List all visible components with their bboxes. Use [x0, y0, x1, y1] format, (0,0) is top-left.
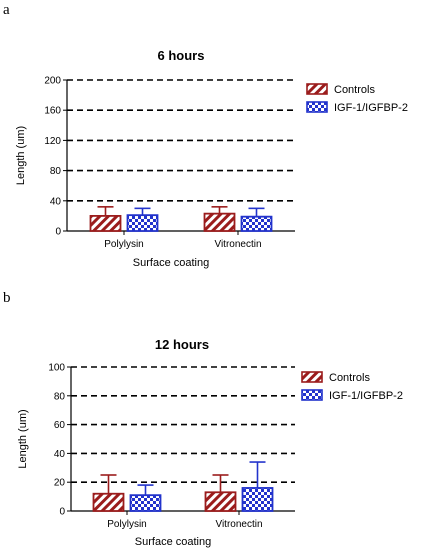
y-tick-label-120: 120 — [44, 136, 61, 147]
legend-label-controls: Controls — [329, 372, 370, 384]
x-axis-label: Surface coating — [135, 536, 211, 548]
bar-igf-1-igfbp-2-vitronectin — [241, 487, 274, 512]
legend-label-igf-1-igfbp-2: IGF-1/IGFBP-2 — [329, 390, 403, 402]
y-tick-label-60: 60 — [54, 420, 66, 431]
bar-controls-polylysin — [89, 214, 122, 232]
legend-swatch-controls — [301, 371, 323, 383]
panel-letter-a: a — [3, 2, 10, 18]
legend: Controls IGF-1/IGFBP-2 — [306, 83, 408, 114]
y-tick-label-40: 40 — [54, 449, 66, 460]
y-tick-label-100: 100 — [48, 363, 65, 374]
bar-controls-vitronectin — [203, 212, 236, 232]
y-tick-label-0: 0 — [59, 507, 65, 518]
x-tick-label-polylysin: Polylysin — [104, 239, 143, 250]
x-tick-label-vitronectin: Vitronectin — [215, 519, 262, 530]
x-tick-label-vitronectin: Vitronectin — [214, 239, 261, 250]
y-axis-label: Length (um) — [15, 126, 27, 185]
y-tick-label-20: 20 — [54, 478, 66, 489]
legend-label-controls: Controls — [334, 84, 375, 96]
legend-swatch-controls — [306, 83, 328, 95]
y-tick-label-200: 200 — [44, 76, 61, 87]
chart-title: 12 hours — [155, 337, 209, 352]
panel-letter-b: b — [3, 290, 11, 306]
legend-swatch-igf-1-igfbp-2 — [301, 389, 323, 401]
chart-title: 6 hours — [158, 48, 205, 63]
legend: Controls IGF-1/IGFBP-2 — [301, 371, 403, 402]
y-tick-label-160: 160 — [44, 106, 61, 117]
y-tick-label-0: 0 — [55, 227, 61, 238]
y-tick-label-40: 40 — [50, 196, 62, 207]
bar-controls-polylysin — [92, 492, 125, 512]
y-tick-label-80: 80 — [54, 391, 66, 402]
legend-label-igf-1-igfbp-2: IGF-1/IGFBP-2 — [334, 102, 408, 114]
bar-controls-vitronectin — [204, 491, 237, 512]
x-tick-label-polylysin: Polylysin — [107, 519, 146, 530]
bar-igf-1-igfbp-2-polylysin — [126, 214, 159, 232]
bar-igf-1-igfbp-2-polylysin — [129, 494, 162, 512]
x-axis-label: Surface coating — [133, 257, 209, 269]
legend-swatch-igf-1-igfbp-2 — [306, 101, 328, 113]
y-axis-label: Length (um) — [17, 409, 29, 468]
bar-igf-1-igfbp-2-vitronectin — [240, 215, 273, 232]
y-tick-label-80: 80 — [50, 166, 62, 177]
